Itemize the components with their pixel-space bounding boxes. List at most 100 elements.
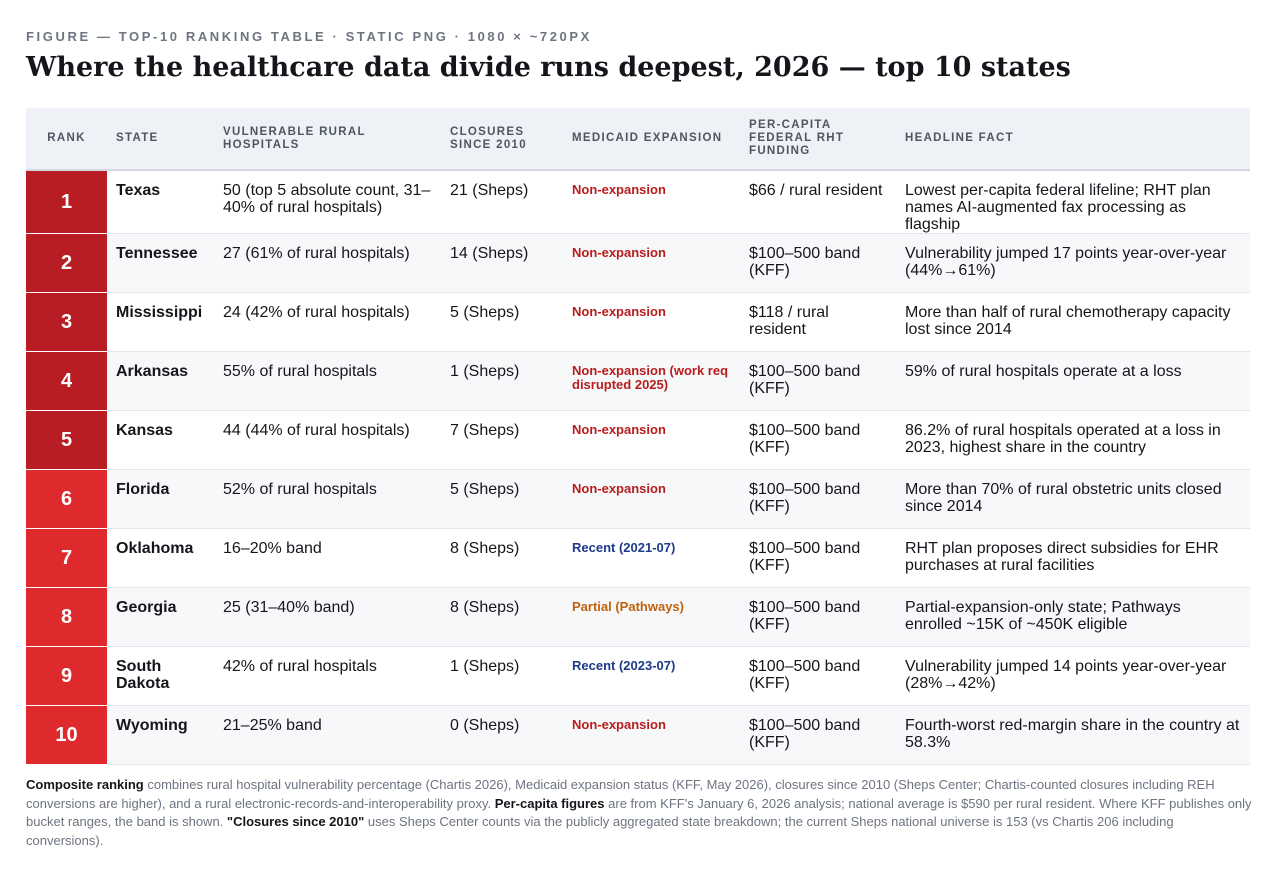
closures-cell: 1 (Sheps) bbox=[441, 646, 563, 706]
vulnerable-hospitals-cell: 16–20% band bbox=[214, 528, 441, 588]
table-row: 10 Wyoming 21–25% band 0 (Sheps) Non-expansi… bbox=[26, 705, 1250, 765]
state-cell: Tennessee bbox=[107, 233, 214, 293]
medicaid-status-cell: Non-expansion bbox=[563, 410, 740, 470]
rank-cell: 8 bbox=[26, 587, 107, 647]
vulnerable-hospitals-cell: 27 (61% of rural hospitals) bbox=[214, 233, 441, 293]
state-cell: Kansas bbox=[107, 410, 214, 470]
vulnerable-hospitals-cell: 52% of rural hospitals bbox=[214, 469, 441, 529]
rht-funding-cell: $66 / rural resident bbox=[740, 170, 896, 234]
table-row: 5 Kansas 44 (44% of rural hospitals) 7 (She… bbox=[26, 410, 1250, 470]
medicaid-status-cell: Recent (2023-07) bbox=[563, 646, 740, 706]
rank-cell: 10 bbox=[26, 705, 107, 765]
methodology-footnote: Composite ranking combines rural hospita… bbox=[26, 776, 1252, 850]
headline-fact-cell: Partial-expansion-only state; Pathways e… bbox=[896, 587, 1250, 647]
footnote-per-capita-text: are from KFF's January 6, 2026 analysis;… bbox=[26, 795, 1252, 830]
headline-fact-cell: Fourth-worst red-margin share in the cou… bbox=[896, 705, 1250, 765]
state-cell: Oklahoma bbox=[107, 528, 214, 588]
table-row: 1 Texas 50 (top 5 absolute count, 31–40% o… bbox=[26, 170, 1250, 234]
rank-cell: 5 bbox=[26, 410, 107, 470]
medicaid-status-cell: Non-expansion (work req disrupted 2025) bbox=[563, 351, 740, 411]
rht-funding-cell: $100–500 band (KFF) bbox=[740, 410, 896, 470]
medicaid-status-cell: Non-expansion bbox=[563, 233, 740, 293]
vulnerable-hospitals-cell: 44 (44% of rural hospitals) bbox=[214, 410, 441, 470]
header-state: State bbox=[107, 108, 214, 171]
rank-cell: 7 bbox=[26, 528, 107, 588]
table-row: 4 Arkansas 55% of rural hospitals 1 (Sheps)… bbox=[26, 351, 1250, 411]
closures-cell: 21 (Sheps) bbox=[441, 170, 563, 234]
closures-cell: 8 (Sheps) bbox=[441, 528, 563, 588]
closures-cell: 1 (Sheps) bbox=[441, 351, 563, 411]
header-rank: Rank bbox=[26, 108, 107, 171]
closures-cell: 5 (Sheps) bbox=[441, 469, 563, 529]
footnote-closures-text: uses Sheps Center counts via the publicl… bbox=[26, 814, 1174, 848]
headline-fact-cell: More than 70% of rural obstetric units c… bbox=[896, 469, 1250, 529]
vulnerable-hospitals-cell: 21–25% band bbox=[214, 705, 441, 765]
vulnerable-hospitals-cell: 24 (42% of rural hospitals) bbox=[214, 292, 441, 352]
state-cell: Florida bbox=[107, 469, 214, 529]
rht-funding-cell: $100–500 band (KFF) bbox=[740, 705, 896, 765]
closures-cell: 14 (Sheps) bbox=[441, 233, 563, 293]
table-row: 8 Georgia 25 (31–40% band) 8 (Sheps) Partial… bbox=[26, 587, 1250, 647]
headline-fact-cell: Vulnerability jumped 17 points year-over… bbox=[896, 233, 1250, 293]
header-medicaid-expansion: Medicaid expansion bbox=[563, 108, 740, 171]
state-cell: Wyoming bbox=[107, 705, 214, 765]
headline-fact-cell: RHT plan proposes direct subsidies for E… bbox=[896, 528, 1250, 588]
rht-funding-cell: $100–500 band (KFF) bbox=[740, 469, 896, 529]
rht-funding-cell: $100–500 band (KFF) bbox=[740, 528, 896, 588]
rht-funding-cell: $100–500 band (KFF) bbox=[740, 587, 896, 647]
headline-fact-cell: 86.2% of rural hospitals operated at a l… bbox=[896, 410, 1250, 470]
table-row: 7 Oklahoma 16–20% band 8 (Sheps) Recent (202… bbox=[26, 528, 1250, 588]
table-row: 9 South Dakota 42% of rural hospitals 1 (Sh… bbox=[26, 646, 1250, 706]
medicaid-status-cell: Partial (Pathways) bbox=[563, 587, 740, 647]
footnote-composite-label: Composite ranking bbox=[26, 777, 144, 792]
header-vulnerable-hospitals: Vulnerable rural hospitals bbox=[214, 108, 441, 171]
medicaid-status-cell: Non-expansion bbox=[563, 170, 740, 234]
header-closures: Closures since 2010 bbox=[441, 108, 563, 171]
footnote-composite-text: combines rural hospital vulnerability pe… bbox=[26, 777, 1215, 811]
footnote-closures-label: "Closures since 2010" bbox=[226, 814, 365, 830]
footnote-per-capita-label: Per-capita figures bbox=[494, 795, 605, 811]
header-rht-funding: Per-capita federal RHT funding bbox=[740, 108, 896, 171]
state-cell: Arkansas bbox=[107, 351, 214, 411]
closures-cell: 5 (Sheps) bbox=[441, 292, 563, 352]
table-row: 3 Mississippi 24 (42% of rural hospitals) 5… bbox=[26, 292, 1250, 352]
rht-funding-cell: $100–500 band (KFF) bbox=[740, 351, 896, 411]
ranking-table: Rank State Vulnerable rural hospitals Cl… bbox=[26, 108, 1250, 765]
rht-funding-cell: $118 / rural resident bbox=[740, 292, 896, 352]
figure-kicker: FIGURE — TOP-10 RANKING TABLE · STATIC P… bbox=[26, 29, 592, 44]
rank-cell: 3 bbox=[26, 292, 107, 352]
table-row: 2 Tennessee 27 (61% of rural hospitals) 14 … bbox=[26, 233, 1250, 293]
rank-cell: 6 bbox=[26, 469, 107, 529]
vulnerable-hospitals-cell: 42% of rural hospitals bbox=[214, 646, 441, 706]
rht-funding-cell: $100–500 band (KFF) bbox=[740, 646, 896, 706]
medicaid-status-cell: Non-expansion bbox=[563, 705, 740, 765]
closures-cell: 7 (Sheps) bbox=[441, 410, 563, 470]
medicaid-status-cell: Non-expansion bbox=[563, 292, 740, 352]
headline-fact-cell: 59% of rural hospitals operate at a loss bbox=[896, 351, 1250, 411]
closures-cell: 0 (Sheps) bbox=[441, 705, 563, 765]
headline-fact-cell: Lowest per-capita federal lifeline; RHT … bbox=[896, 170, 1250, 234]
header-headline-fact: Headline fact bbox=[896, 108, 1250, 171]
state-cell: Texas bbox=[107, 170, 214, 234]
rank-cell: 1 bbox=[26, 170, 107, 234]
vulnerable-hospitals-cell: 25 (31–40% band) bbox=[214, 587, 441, 647]
table-body: 1 Texas 50 (top 5 absolute count, 31–40% o… bbox=[26, 170, 1250, 765]
medicaid-status-cell: Non-expansion bbox=[563, 469, 740, 529]
vulnerable-hospitals-cell: 55% of rural hospitals bbox=[214, 351, 441, 411]
rank-cell: 4 bbox=[26, 351, 107, 411]
state-cell: Georgia bbox=[107, 587, 214, 647]
rht-funding-cell: $100–500 band (KFF) bbox=[740, 233, 896, 293]
rank-cell: 9 bbox=[26, 646, 107, 706]
closures-cell: 8 (Sheps) bbox=[441, 587, 563, 647]
table-row: 6 Florida 52% of rural hospitals 5 (Sheps) N… bbox=[26, 469, 1250, 529]
header-row: Rank State Vulnerable rural hospitals Cl… bbox=[26, 108, 1250, 171]
headline-fact-cell: Vulnerability jumped 14 points year-over… bbox=[896, 646, 1250, 706]
vulnerable-hospitals-cell: 50 (top 5 absolute count, 31–40% of rura… bbox=[214, 170, 441, 234]
medicaid-status-cell: Recent (2021-07) bbox=[563, 528, 740, 588]
table-header: Rank State Vulnerable rural hospitals Cl… bbox=[26, 108, 1250, 171]
state-cell: Mississippi bbox=[107, 292, 214, 352]
state-cell: South Dakota bbox=[107, 646, 214, 706]
rank-cell: 2 bbox=[26, 233, 107, 293]
headline-fact-cell: More than half of rural chemotherapy cap… bbox=[896, 292, 1250, 352]
page-title: Where the healthcare data divide runs de… bbox=[26, 52, 1071, 83]
